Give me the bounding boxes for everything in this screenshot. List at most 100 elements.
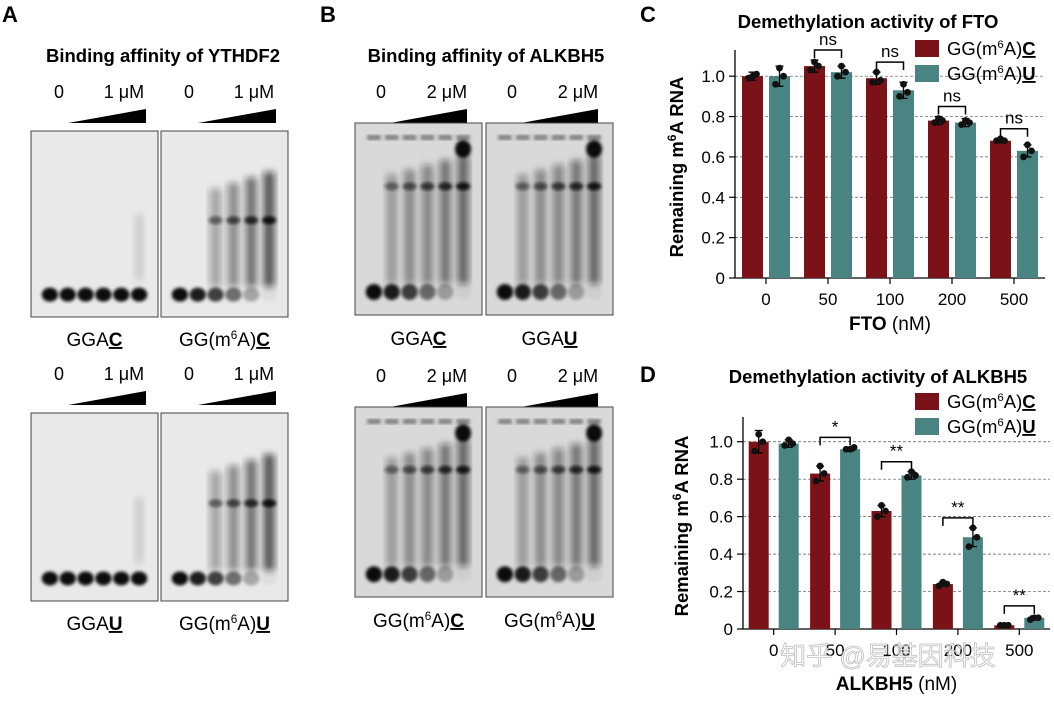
y-tick-label: 0 — [724, 620, 733, 639]
gel-a-1-smear — [227, 183, 240, 287]
y-axis-label: Remaining m6A RNA — [665, 77, 687, 258]
data-point — [1001, 137, 1008, 145]
significance-label: ** — [951, 498, 965, 517]
gel-b-3-complex-band — [533, 465, 548, 474]
data-point — [780, 72, 787, 80]
gel-label-sup: 6 — [556, 610, 563, 623]
gel-b-1-smear — [552, 164, 565, 284]
conc-low-label: 0 — [54, 82, 64, 102]
significance-bracket — [1003, 605, 1036, 614]
gel-b-0-free-band — [365, 283, 383, 300]
significance-bracket — [999, 127, 1029, 137]
gel-b-3-smear — [552, 448, 565, 567]
data-point — [878, 502, 885, 509]
bar — [1017, 150, 1038, 278]
conc-high-label: 1 μM — [234, 364, 274, 384]
x-tick-label: 500 — [1000, 290, 1028, 309]
x-tick-label: 50 — [826, 641, 845, 660]
gel-b-0-complex-band — [402, 182, 417, 191]
data-point — [900, 80, 907, 88]
gel-label: GGAC — [67, 330, 123, 351]
data-point — [1024, 141, 1031, 149]
y-tick-label: 0.2 — [701, 229, 725, 248]
gel-label-prefix: GG(m — [373, 611, 425, 632]
gel-a-0-faint-smear — [134, 214, 144, 280]
data-point — [807, 66, 814, 74]
data-point — [912, 472, 919, 479]
data-point — [842, 68, 849, 76]
data-point — [869, 78, 876, 86]
legend-label-sup: 6 — [997, 417, 1003, 429]
gel-b-1-free-band — [568, 283, 585, 300]
bar — [901, 475, 922, 629]
conc-high-label: 2 μM — [558, 82, 598, 102]
legend-label-prefix: GG(m — [947, 63, 997, 84]
gel-b-3 — [485, 406, 614, 598]
gel-label: GG(m6A)U — [504, 610, 595, 632]
gel-b-2-well-band — [438, 419, 453, 424]
gel-b-0-smear — [421, 164, 434, 284]
gel-a-1-smear — [245, 177, 257, 287]
gel-a-3-complex-band — [226, 499, 241, 508]
conc-high-label: 2 μM — [558, 366, 598, 386]
gel-b-0 — [354, 122, 483, 316]
gel-label-prefix: GGA — [391, 329, 434, 350]
gel-a-1 — [160, 130, 289, 318]
data-point — [834, 72, 841, 80]
conc-low-label: 0 — [507, 366, 517, 386]
gel-label-sup: 6 — [231, 613, 238, 626]
legend-label-prefix: GG(m — [947, 38, 997, 59]
gel-b-2-free-band — [419, 566, 436, 583]
gel-label: GG(m6A)U — [179, 613, 270, 635]
gel-a-0-free-band — [77, 287, 94, 302]
gel-b-3-smear — [588, 439, 600, 567]
data-point — [815, 62, 822, 70]
y-label-sup: 6 — [665, 134, 679, 141]
significance-label: ns — [881, 42, 899, 61]
y-tick-label: 0.6 — [709, 508, 733, 527]
conc-high-label: 1 μM — [234, 82, 274, 102]
gel-b-2-well-band — [367, 419, 381, 424]
gel-a-0-free-band — [95, 287, 112, 302]
gel-a-3 — [160, 412, 289, 602]
gel-label-suffix: A) — [562, 611, 581, 632]
gel-b-3-complex-band — [515, 465, 530, 474]
gel-a-1-smear — [209, 188, 222, 287]
concentration-wedge — [198, 109, 276, 123]
gel-b-2 — [354, 406, 483, 598]
gel-a-0-free-band — [59, 287, 76, 302]
gel-b-2-free-band — [401, 566, 418, 583]
legend-swatch — [915, 393, 939, 410]
gel-b-1-smear — [570, 160, 582, 284]
gel-b-2-well-band — [420, 419, 435, 424]
y-label-suffix: A RNA — [671, 436, 692, 494]
gel-b-1-complex-band — [533, 182, 548, 191]
gel-label: GG(m6A)C — [179, 329, 270, 351]
gel-label: GGAC — [391, 329, 447, 350]
legend-label: GG(m6A)U — [947, 416, 1036, 437]
data-point — [882, 507, 889, 515]
bar — [778, 443, 799, 629]
legend-label: GG(m6A)C — [947, 38, 1036, 59]
gel-b-3-free-band — [568, 566, 585, 583]
y-label-prefix: Remaining m — [666, 141, 687, 257]
gel-b-2-smear — [457, 439, 469, 567]
gel-a-3-smear — [245, 460, 257, 571]
data-point — [873, 68, 880, 76]
gel-b-0-free-band — [454, 283, 472, 300]
gel-a-2-free-band — [41, 571, 59, 586]
gel-b-1-free-band — [532, 283, 549, 300]
gel-b-3-well-band — [551, 419, 566, 424]
gel-label: GGAU — [522, 329, 578, 350]
significance-bracket — [937, 105, 967, 115]
gel-b-3-complex-band — [551, 465, 566, 474]
gel-b-1-well-band — [498, 135, 512, 140]
gel-b-0-well-band — [420, 135, 435, 140]
data-point — [943, 580, 951, 588]
gel-a-3-complex-band — [261, 499, 277, 508]
gel-b-0-well-band — [367, 135, 381, 140]
data-point — [966, 119, 973, 126]
data-point — [874, 513, 881, 521]
